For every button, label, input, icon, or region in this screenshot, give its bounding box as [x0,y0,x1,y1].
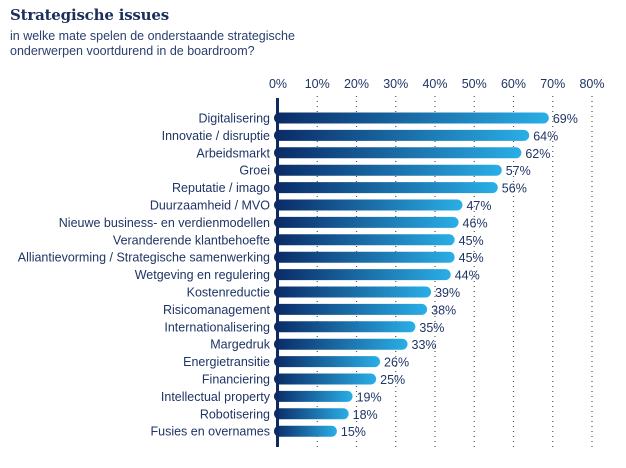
bar [274,303,428,315]
value-label: 38% [431,303,456,317]
x-tick-label: 30% [383,77,408,91]
category-label: Internationalisering [164,320,270,334]
category-label: Innovatie / disruptie [162,129,270,143]
category-label: Reputatie / imago [172,181,270,195]
value-labels: 69% 64% 62% 57% 56% 47% 46% 45% 45% 44% 39% 38% 35% 3… [341,112,578,439]
value-label: 64% [533,129,558,143]
x-tick-label: 40% [422,77,447,91]
value-label: 45% [459,234,484,248]
value-label: 56% [502,182,527,196]
value-label: 19% [357,390,382,404]
category-label: Alliantievorming / Strategische samenwer… [18,251,270,265]
category-labels: Digitalisering Innovatie / disruptie Arbei… [18,112,271,439]
bar [274,182,498,194]
chart-title: Strategische issues [10,6,169,24]
category-label: Fusies en overnames [150,425,270,439]
x-tick-label: 10% [305,77,330,91]
bar [274,147,522,159]
bar [274,408,349,420]
category-label: Robotisering [200,407,270,421]
bar [274,321,416,333]
category-label: Financiering [202,373,270,387]
subtitle-line-2: onderwerpen voortdurend in de boardroom? [10,44,255,58]
value-label: 57% [506,164,531,178]
bars [274,112,549,437]
category-label: Wetgeving en regulering [135,268,270,282]
category-label: Veranderende klantbehoefte [113,233,270,247]
x-tick-label: 70% [540,77,565,91]
value-label: 25% [380,373,405,387]
value-label: 44% [455,269,480,283]
value-label: 39% [435,286,460,300]
category-label: Duurzaamheid / MVO [150,199,270,213]
value-label: 26% [384,356,409,370]
value-label: 35% [419,321,444,335]
bar [274,390,353,402]
x-tick-label: 20% [344,77,369,91]
bar [274,356,381,368]
value-label: 33% [412,338,437,352]
category-label: Nieuwe business- en verdienmodellen [59,216,270,230]
chart-subtitle: in welke mate spelen de onderstaande str… [10,29,350,59]
bar [274,234,455,246]
category-label: Risicomanagement [163,303,271,317]
category-label: Digitalisering [198,112,270,126]
value-label: 46% [463,216,488,230]
bar [274,338,408,350]
bar [274,425,337,437]
bar [274,286,432,298]
category-label: Kostenreductie [187,286,270,300]
bar [274,216,459,228]
bar [274,269,451,281]
x-tick-label: 80% [579,77,604,91]
value-label: 45% [459,251,484,265]
bar [274,164,502,176]
subtitle-line-1: in welke mate spelen de onderstaande str… [10,29,295,43]
category-label: Energietransitie [183,355,270,369]
value-label: 69% [553,112,578,126]
category-label: Groei [239,164,270,178]
category-label: Intellectual property [161,390,271,404]
value-label: 15% [341,425,366,439]
bar [274,129,530,141]
category-label: Arbeidsmarkt [196,146,270,160]
category-label: Margedruk [210,338,270,352]
bar [274,112,549,124]
bar [274,373,377,385]
x-tick-labels: 0% 10% 20% 30% 40% 50% 60% 70% 80% [269,77,605,91]
x-tick-label: 50% [462,77,487,91]
bar [274,199,463,211]
value-label: 47% [466,199,491,213]
value-label: 18% [353,408,378,422]
x-tick-label: 60% [501,77,526,91]
value-label: 62% [525,147,550,161]
x-tick-label: 0% [269,77,287,91]
bar [274,251,455,263]
